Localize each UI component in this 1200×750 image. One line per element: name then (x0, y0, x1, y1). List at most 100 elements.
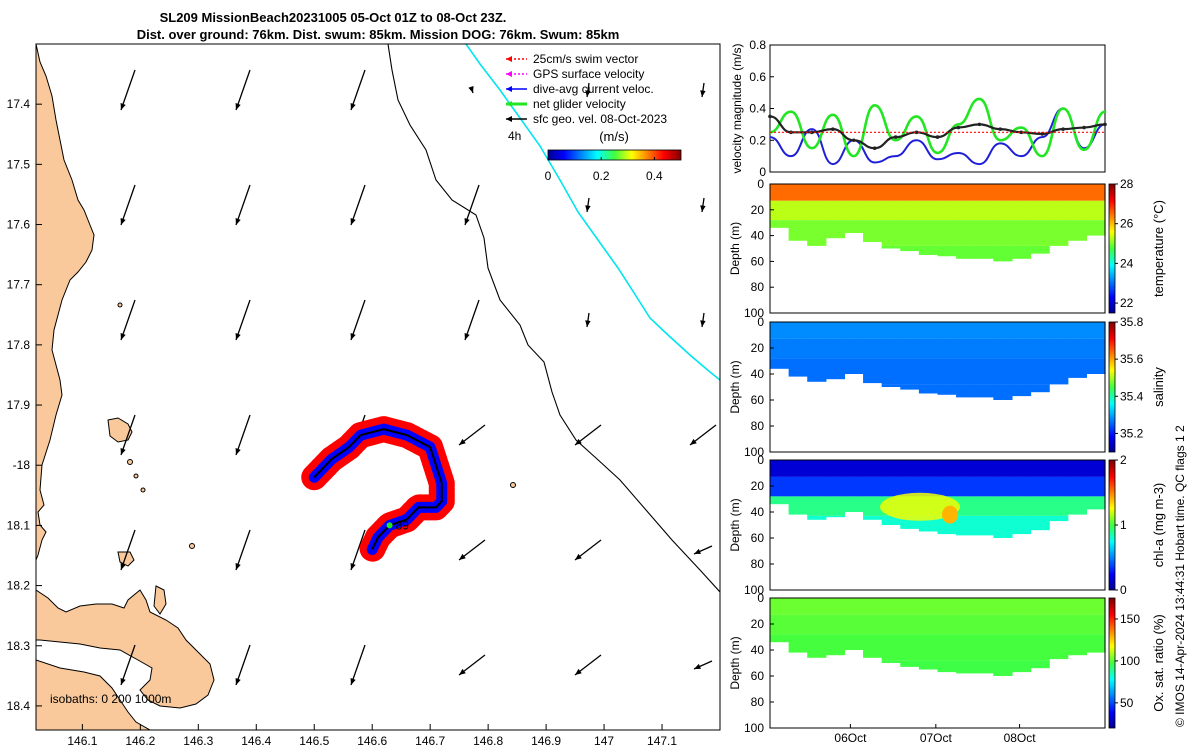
section-cell (881, 322, 901, 339)
section-cell (937, 245, 957, 257)
section-cell (807, 634, 827, 658)
series-point (831, 127, 835, 131)
section-cell (1030, 460, 1050, 477)
islet (189, 543, 195, 549)
series-point (1103, 122, 1107, 127)
section-cell (863, 614, 883, 635)
section-cell (770, 200, 790, 221)
section-cell (1086, 460, 1106, 477)
series-point (914, 130, 919, 135)
section-cell (956, 660, 976, 674)
section-cell (974, 184, 994, 201)
section-panel-3: 0 20 40 60 80 100 Depth (m) 0 1 2 chl-a (mg m-3) (728, 453, 1166, 597)
section-cell (900, 245, 920, 252)
velocity-vector (120, 299, 136, 341)
section-cell (825, 338, 846, 359)
velocity-vector-head (120, 678, 126, 685)
section-cell (918, 660, 939, 670)
velocity-vector-head (120, 218, 126, 225)
series-line-0 (769, 107, 1106, 166)
velocity-vector (120, 414, 136, 456)
section-cell (881, 384, 901, 387)
section-cell (844, 496, 864, 512)
section-cell (1011, 515, 1032, 535)
section-frame (769, 597, 1106, 729)
section-cell (974, 245, 994, 259)
colorbar-tick-label: 28 (1120, 177, 1134, 191)
colorbar-label: chl-a (mg m-3) (1151, 483, 1166, 568)
velocity-vector (120, 644, 136, 686)
section-cell (900, 220, 920, 246)
islet (510, 482, 516, 488)
section-cell (937, 200, 957, 221)
legend-swatch-head (506, 101, 512, 107)
section-cell (807, 184, 827, 201)
section-cell (770, 220, 790, 228)
section-cell (993, 598, 1013, 615)
velocity-vector-head (235, 218, 241, 225)
southern-landmass (36, 589, 215, 709)
colorbar-tick-label: 22 (1120, 296, 1134, 310)
section-cell (1011, 660, 1032, 673)
section-cell (788, 598, 808, 615)
velocity-vector-head (350, 218, 356, 225)
isobath-200m (387, 44, 720, 593)
series-point (1061, 127, 1065, 131)
depth-tick-label: 0 (757, 177, 764, 191)
section-cell (1067, 476, 1087, 497)
section-cell (770, 322, 790, 339)
colorbar-tick-label: 50 (1120, 696, 1134, 710)
velocity-vector (350, 184, 366, 226)
section-cell (1086, 338, 1106, 359)
section-cell (825, 496, 846, 516)
section-cell (807, 515, 827, 520)
velocity-vector-head (700, 205, 706, 212)
colorbar-label: salinity (1151, 367, 1166, 407)
velocity-vector-head (464, 333, 470, 340)
map-x-tick-label: 146.4 (241, 734, 271, 748)
section-cell (844, 598, 864, 615)
section-cell (807, 598, 827, 615)
section-cell (1030, 338, 1050, 359)
section-cell (863, 515, 883, 520)
section-cell (863, 338, 883, 359)
velocity-vector-head (459, 668, 466, 675)
velocity-vector (235, 414, 251, 456)
section-cell (1011, 634, 1032, 661)
section-cell (863, 460, 883, 477)
section-cell (1011, 200, 1032, 221)
section-cell (918, 384, 939, 394)
section-cell (863, 598, 883, 615)
velocity-y-tick-label: 0.2 (749, 133, 766, 147)
colorbar-tick-label: 35.6 (1120, 352, 1144, 366)
depth-tick-label: 100 (744, 445, 764, 459)
section-cell (1086, 614, 1106, 635)
velocity-vector (464, 184, 480, 226)
section-cell (863, 200, 883, 221)
colorbar-tick-label: 100 (1120, 654, 1140, 668)
velocity-y-tick-label: 0.4 (749, 102, 766, 116)
section-cell (1011, 614, 1032, 635)
glider-track: 89 (301, 416, 455, 563)
section-cell (1049, 614, 1069, 635)
velocity-vector-head (468, 86, 474, 93)
map-y-tick-label: 18.1 (7, 518, 31, 532)
velocity-vector (235, 184, 251, 226)
depth-tick-label: 80 (751, 695, 765, 709)
section-cell (900, 634, 920, 661)
velocity-vector-head (235, 333, 241, 340)
section-cell (937, 634, 957, 661)
series-point (1082, 125, 1086, 130)
colorbar-gradient (547, 149, 682, 161)
depth-tick-label: 60 (751, 393, 765, 407)
section-cell (974, 598, 994, 615)
section-cell (770, 598, 790, 615)
depth-tick-label: 40 (751, 505, 765, 519)
section-cell (788, 476, 808, 497)
velocity-vector-head (120, 103, 126, 110)
islet (127, 459, 133, 465)
section-cell (1030, 598, 1050, 615)
section-cell (807, 200, 827, 221)
section-cell (1067, 220, 1087, 241)
velocity-vector (235, 644, 251, 686)
